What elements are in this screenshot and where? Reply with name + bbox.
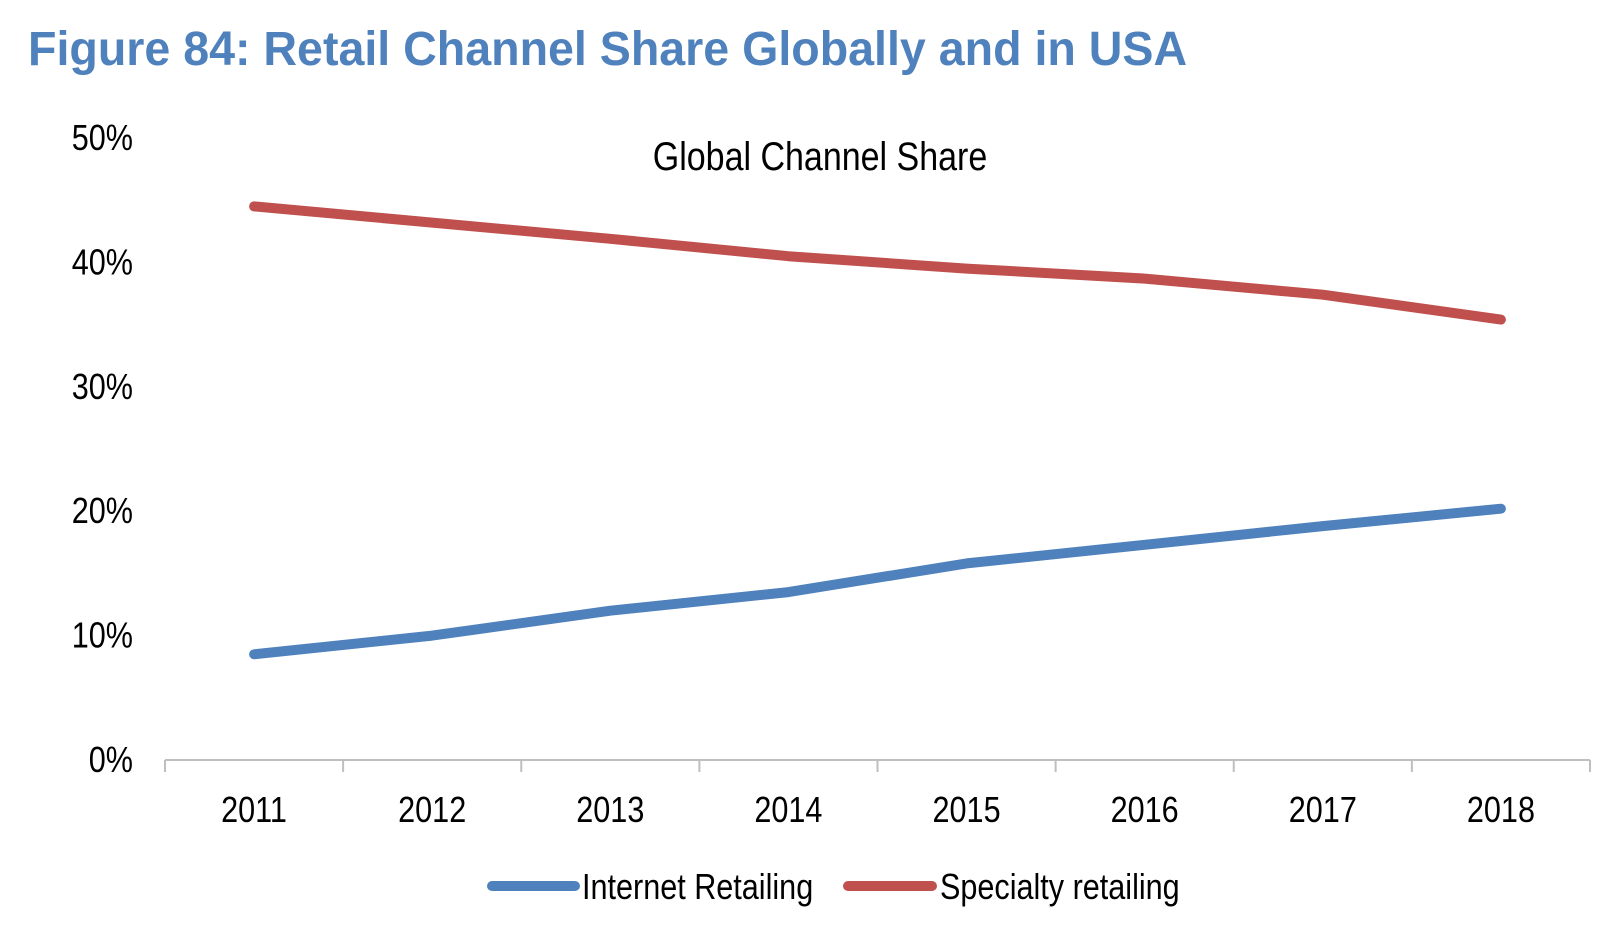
y-tick-label: 50% — [72, 119, 133, 159]
x-tick-label: 2018 — [1467, 791, 1535, 831]
y-axis-tick-labels: 0% 10% 20% 30% 40% 50% — [72, 119, 133, 781]
x-tick-label: 2012 — [398, 791, 466, 831]
x-tick-label: 2016 — [1111, 791, 1179, 831]
legend: Internet Retailing Specialty retailing — [487, 868, 1180, 908]
legend-item: Specialty retailing — [843, 868, 1180, 908]
series-line-specialty-retailing — [249, 201, 1506, 325]
chart-title: Global Channel Share — [653, 133, 987, 178]
legend-label: Specialty retailing — [940, 868, 1180, 908]
figure-title: Figure 84: Retail Channel Share Globally… — [28, 23, 1188, 76]
x-tick-label: 2017 — [1289, 791, 1357, 831]
series-lines — [249, 201, 1506, 660]
y-tick-label: 0% — [89, 741, 133, 781]
x-axis — [164, 759, 1591, 772]
y-tick-label: 40% — [72, 243, 133, 283]
x-tick-label: 2013 — [576, 791, 644, 831]
y-tick-label: 30% — [72, 368, 133, 408]
legend-label: Internet Retailing — [582, 868, 813, 908]
x-tick-label: 2015 — [933, 791, 1001, 831]
x-tick-label: 2014 — [754, 791, 822, 831]
y-tick-label: 10% — [72, 616, 133, 656]
series-line-internet-retailing — [249, 503, 1506, 660]
x-axis-tick-labels: 2011 2012 2013 2014 2015 2016 2017 2018 — [221, 791, 1535, 831]
y-tick-label: 20% — [72, 492, 133, 532]
legend-item: Internet Retailing — [487, 868, 813, 908]
x-tick-label: 2011 — [221, 791, 287, 831]
